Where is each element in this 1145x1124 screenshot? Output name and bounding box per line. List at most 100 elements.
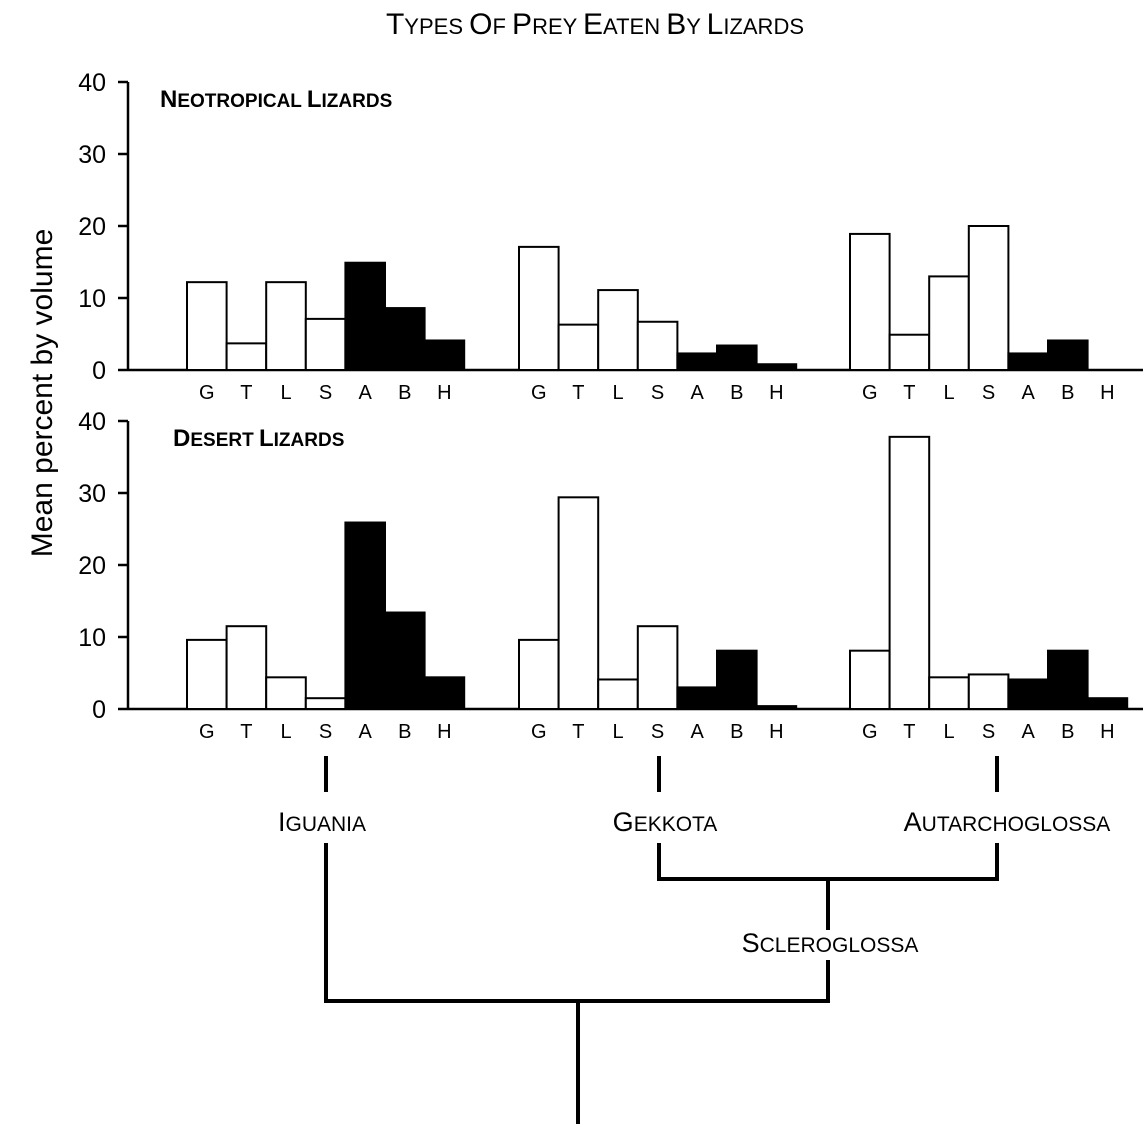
y-tick-label: 40 [78, 69, 106, 97]
bar-g [186, 638, 228, 711]
category-label: B [730, 382, 743, 404]
category-label: L [943, 382, 954, 404]
y-axis-label: Mean percent by volume [26, 229, 59, 558]
bar-panels: 0 10 20 30 40 NEOTROPICAL LIZARDS G T L S A B H G T L S A… [78, 69, 1143, 743]
y-tick-label: 30 [78, 480, 106, 508]
bar-b [716, 649, 758, 710]
bar-t [225, 625, 268, 711]
y-tick-label: 30 [78, 141, 106, 169]
category-label: S [982, 382, 995, 404]
bar-b [1047, 649, 1089, 710]
y-tick-label: 0 [92, 357, 106, 385]
bar-a [676, 686, 719, 711]
bar-l [597, 678, 639, 710]
category-label: B [398, 721, 411, 743]
category-label: H [437, 382, 451, 404]
bar-h [755, 363, 798, 371]
category-label: G [199, 382, 215, 404]
bar-a [1007, 678, 1050, 710]
y-tick-label: 20 [78, 552, 106, 580]
bar-h [423, 676, 466, 711]
category-label: S [319, 382, 332, 404]
category-label: A [1022, 721, 1036, 743]
bar-l [928, 275, 970, 371]
bar-h [1086, 697, 1129, 711]
bar-panel: 0 10 20 30 40 DESERT LIZARDS G T L S A B H G T L S A B H G T L… [78, 408, 1143, 743]
category-label: B [730, 721, 743, 743]
bar-h [755, 705, 798, 710]
category-label: S [651, 382, 664, 404]
y-tick-label: 0 [92, 696, 106, 724]
bar-s [304, 317, 347, 372]
bar-l [265, 281, 307, 371]
category-label: A [1022, 382, 1036, 404]
category-label: H [1100, 382, 1114, 404]
category-label: L [612, 721, 623, 743]
bar-t [557, 323, 600, 372]
category-label: L [612, 382, 623, 404]
bar-t [225, 342, 268, 371]
bar-b [716, 344, 758, 371]
category-label: T [903, 382, 915, 404]
clade-label-scleroglossa: SCLEROGLOSSA [742, 928, 919, 958]
category-label: S [651, 721, 664, 743]
bar-s [967, 225, 1010, 371]
category-label: T [572, 721, 584, 743]
y-tick-label: 20 [78, 213, 106, 241]
category-label: T [572, 382, 584, 404]
bar-b [384, 307, 426, 371]
clade-label-autarchoglossa: AUTARCHOGLOSSA [904, 807, 1111, 837]
bar-h [423, 339, 466, 372]
bar-s [636, 320, 679, 372]
bar-b [384, 611, 426, 711]
category-label: G [531, 382, 547, 404]
category-label: A [691, 721, 705, 743]
category-label: B [1061, 382, 1074, 404]
bar-b [1047, 339, 1089, 372]
category-label: G [199, 721, 215, 743]
category-label: G [862, 721, 878, 743]
bar-g [518, 638, 560, 711]
bar-l [597, 289, 639, 371]
y-axis-title: Mean percent by volume [26, 229, 59, 558]
bar-a [344, 261, 386, 371]
category-label: B [1061, 721, 1074, 743]
category-label: T [903, 721, 915, 743]
bar-a [1007, 352, 1050, 372]
category-label: H [1100, 721, 1114, 743]
clade-label-gekkota: GEKKOTA [613, 807, 718, 837]
bar-s [636, 625, 679, 711]
bar-s [967, 673, 1010, 711]
bar-t [888, 435, 931, 710]
category-label: L [280, 721, 291, 743]
category-label: H [769, 721, 783, 743]
y-tick-label: 40 [78, 408, 106, 436]
bar-panel: 0 10 20 30 40 NEOTROPICAL LIZARDS G T L S A B H G T L S A… [78, 69, 1143, 404]
bar-t [557, 496, 600, 710]
category-label: H [769, 382, 783, 404]
bar-s [304, 697, 347, 711]
bar-t [888, 333, 931, 371]
category-label: S [982, 721, 995, 743]
clade-label-iguania: IGUANIA [278, 807, 366, 837]
category-label: A [359, 721, 373, 743]
bar-g [849, 649, 891, 710]
y-tick-label: 10 [78, 624, 106, 652]
phylogenetic-tree: IGUANIA GEKKOTA AUTARCHOGLOSSA SCLEROGLOSSA [278, 756, 1111, 1124]
bar-l [928, 676, 970, 711]
category-label: A [691, 382, 705, 404]
category-label: L [943, 721, 954, 743]
category-label: T [240, 382, 252, 404]
category-label: T [240, 721, 252, 743]
category-label: S [319, 721, 332, 743]
bar-a [676, 352, 719, 372]
y-tick-label: 10 [78, 285, 106, 313]
bar-a [344, 521, 386, 711]
category-label: L [280, 382, 291, 404]
